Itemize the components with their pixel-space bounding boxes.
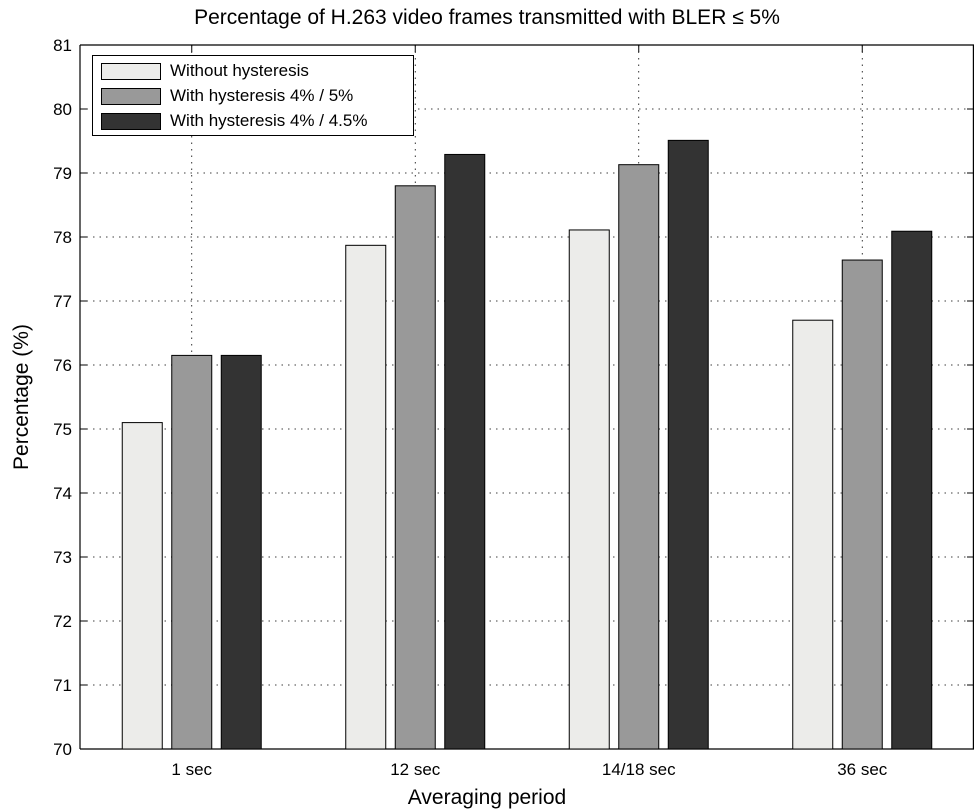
legend-swatch: [101, 112, 161, 130]
bar: [444, 153, 486, 750]
x-tick-label: 14/18 sec: [602, 760, 676, 779]
bars: [121, 139, 933, 750]
legend-swatch: [101, 62, 161, 80]
y-tick-label: 70: [53, 740, 72, 759]
legend: Without hysteresis With hysteresis 4% / …: [92, 55, 414, 136]
bar: [841, 259, 883, 750]
bar: [345, 244, 387, 750]
bar: [394, 185, 436, 750]
y-tick-label: 81: [53, 36, 72, 55]
grid-lines: [80, 45, 974, 749]
y-tick-label: 74: [53, 484, 72, 503]
y-tick-label: 78: [53, 228, 72, 247]
legend-item-hysteresis-4-4.5: With hysteresis 4% / 4.5%: [101, 111, 367, 131]
axes: [79, 44, 974, 750]
y-tick-label: 75: [53, 420, 72, 439]
bar: [171, 354, 213, 750]
y-axis-label: Percentage (%): [10, 324, 33, 470]
x-axis-label: Averaging period: [407, 786, 567, 809]
legend-swatch: [101, 87, 161, 105]
bar: [568, 229, 610, 750]
legend-item-without-hysteresis: Without hysteresis: [101, 61, 309, 81]
legend-item-hysteresis-4-5: With hysteresis 4% / 5%: [101, 86, 353, 106]
bar: [667, 139, 709, 750]
y-tick-label: 79: [53, 164, 72, 183]
x-tick-label: 12 sec: [390, 760, 441, 779]
chart-title: Percentage of H.263 video frames transmi…: [194, 6, 780, 29]
legend-label: With hysteresis 4% / 5%: [170, 86, 354, 105]
bar: [792, 319, 834, 750]
bar: [618, 164, 660, 750]
y-tick-label: 80: [53, 100, 72, 119]
bar: [891, 230, 933, 750]
x-tick-label: 1 sec: [171, 760, 212, 779]
y-tick-label: 76: [53, 356, 72, 375]
legend-label: Without hysteresis: [170, 61, 309, 80]
y-tick-label: 73: [53, 548, 72, 567]
y-tick-label: 72: [53, 612, 72, 631]
tick-labels: 70 71 72 73 74 75 76 77 78 79 80 81 1 sec 12 sec 14/18…: [53, 36, 888, 779]
bar: [220, 354, 262, 750]
legend-label: With hysteresis 4% / 4.5%: [170, 111, 368, 130]
bar: [121, 422, 163, 750]
y-tick-label: 71: [53, 676, 72, 695]
x-tick-label: 36 sec: [837, 760, 888, 779]
y-tick-label: 77: [53, 292, 72, 311]
